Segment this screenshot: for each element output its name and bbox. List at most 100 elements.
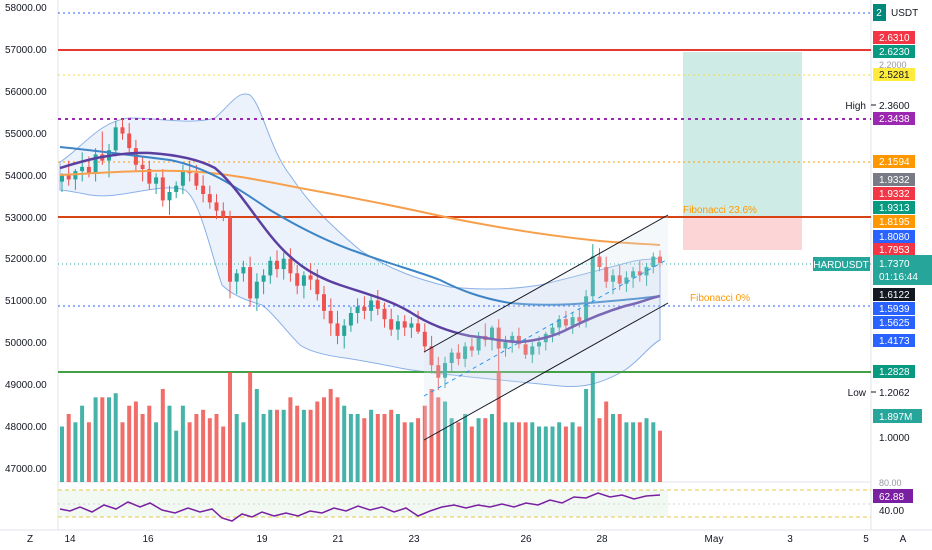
volume-bar — [140, 414, 145, 482]
price-tag — [873, 173, 915, 186]
candle-body — [80, 166, 85, 172]
volume-bar — [174, 430, 179, 482]
volume-bar — [375, 414, 380, 482]
left-axis-tick: 56000.00 — [5, 87, 47, 98]
candle-body — [248, 267, 253, 299]
position-loss-zone[interactable] — [683, 217, 802, 250]
candle-body — [113, 127, 118, 151]
candle-body — [382, 308, 387, 320]
symbol-tag[interactable] — [813, 257, 870, 271]
volume-bar — [301, 409, 306, 482]
price-tag — [873, 288, 915, 301]
price-tag-value: 1.8080 — [879, 232, 910, 243]
price-tag — [873, 201, 915, 214]
volume-bar — [207, 418, 212, 482]
volume-bar — [463, 414, 468, 482]
volume-bar — [66, 414, 71, 482]
volume-bar — [617, 414, 622, 482]
candle-body — [93, 154, 98, 174]
candle-body — [597, 256, 602, 267]
candle-body — [389, 319, 394, 330]
candle-body — [147, 169, 152, 184]
candle-body — [369, 300, 374, 311]
volume-bar — [100, 397, 105, 482]
candle-body — [463, 346, 468, 359]
candle-body — [563, 319, 568, 326]
trend-channel-upper[interactable] — [423, 214, 669, 353]
high-label: High — [845, 101, 866, 112]
candle-body — [60, 175, 64, 182]
volume-bar — [127, 405, 132, 482]
candle-body — [73, 171, 78, 180]
candle-body — [503, 342, 508, 349]
position-profit-zone[interactable] — [683, 52, 802, 217]
rsi-axis-tick: 80.00 — [879, 478, 902, 488]
fib-236-label: Fibonacci 23.6% — [683, 205, 757, 216]
price-tag-value: 1.9332 — [879, 189, 910, 200]
left-axis-tick: 50000.00 — [5, 338, 47, 349]
candle-body — [443, 363, 447, 378]
volume-bar — [597, 418, 602, 482]
candle-body — [234, 273, 239, 282]
candle-body — [631, 271, 636, 278]
candle-body — [228, 217, 232, 282]
candle-body — [214, 202, 219, 211]
candle-body — [550, 327, 555, 334]
candle-body — [416, 323, 421, 332]
volume-bar — [409, 422, 414, 482]
low-label: Low — [848, 388, 867, 399]
volume-bar — [254, 389, 259, 482]
volume-bar — [241, 422, 246, 482]
price-tag — [873, 155, 915, 168]
candle-body — [288, 258, 293, 274]
candle-body — [328, 310, 333, 324]
volume-bar — [194, 414, 199, 482]
time-axis-mode-button[interactable]: Z — [27, 534, 33, 545]
price-tag — [873, 187, 915, 200]
volume-bar — [382, 414, 387, 482]
trend-channel-mid[interactable] — [423, 258, 669, 397]
rsi-line — [59, 492, 661, 522]
candle-body — [335, 323, 340, 336]
volume-bar — [644, 418, 649, 482]
volume-bar — [154, 422, 159, 482]
last-price-value: 1.7370 — [879, 259, 910, 270]
candle-body — [140, 164, 145, 169]
candle-body — [261, 275, 266, 282]
volume-bar — [187, 422, 192, 482]
candle-body — [456, 352, 461, 359]
volume-bar — [590, 372, 595, 482]
candle-body — [375, 300, 380, 309]
volume-bar — [295, 405, 300, 482]
price-tag — [873, 112, 915, 125]
candle-body — [637, 271, 642, 276]
candle-body — [174, 185, 179, 192]
auto-scale-button[interactable]: A — [900, 534, 907, 545]
time-axis-tick: 23 — [408, 534, 420, 545]
right-price-tags: 2.6310 2.6230 2.5281 2.3438 2.1594 1.9332 1.93… — [873, 31, 915, 378]
right-axis-plain-tick: 1.0000 — [879, 433, 910, 444]
volume-bar — [228, 372, 232, 482]
volume-bar — [563, 426, 568, 482]
candle-body — [167, 192, 172, 201]
candle-body — [651, 256, 656, 267]
volume-bar — [402, 422, 407, 482]
volume-bar — [530, 422, 535, 482]
volume-bar — [355, 414, 360, 482]
candle-body — [644, 267, 649, 276]
currency-label[interactable]: USDT — [891, 8, 918, 19]
trend-channel-lower[interactable] — [423, 302, 669, 441]
candle-body — [658, 256, 662, 263]
volume-bar — [335, 397, 340, 482]
candle-body — [348, 313, 353, 326]
bollinger-band — [59, 93, 661, 388]
candle-body — [429, 346, 434, 366]
volume-bar — [651, 422, 656, 482]
price-tag-value: 1.8195 — [879, 217, 910, 228]
volume-bar — [268, 409, 273, 482]
price-tag-value: 1.4173 — [879, 336, 910, 347]
volume-bar — [449, 418, 454, 482]
currency-tag-value: 2 — [876, 8, 882, 19]
time-axis-tick: 5 — [863, 534, 869, 545]
